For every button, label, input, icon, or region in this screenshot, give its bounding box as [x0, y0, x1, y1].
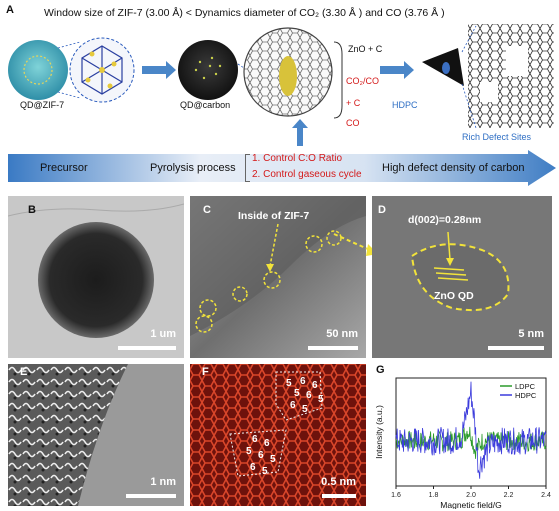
- ring-label: 6: [252, 434, 258, 445]
- panel-e-letter: E: [20, 366, 28, 378]
- ring-label: 6: [250, 462, 256, 473]
- ring-label: 6: [312, 380, 318, 391]
- control-ratio-label: 1. Control C:O Ratio: [252, 153, 343, 164]
- panel-e-scale: 1 nm: [150, 476, 176, 488]
- panel-a-letter: A: [6, 4, 14, 16]
- ring-label: 5: [270, 454, 276, 465]
- qd-carbon-sphere: [178, 40, 238, 100]
- ring-label: 5: [294, 388, 300, 399]
- process-band: [8, 150, 556, 186]
- high-defect-label: High defect density of carbon: [382, 162, 525, 174]
- rich-defect-label: Rich Defect Sites: [462, 132, 532, 142]
- panel-g-letter: G: [376, 364, 385, 376]
- zno-c-label: ZnO + C: [348, 44, 383, 54]
- panel-b-tem: 1 um: [8, 196, 184, 358]
- arrow-1: [142, 61, 176, 79]
- plus-c-label: + C: [346, 98, 361, 108]
- ring-label: 5: [286, 378, 292, 389]
- panel-d-scale: 5 nm: [518, 328, 544, 340]
- series-line-ldpc: [395, 426, 547, 459]
- epr-chart: 1.6 1.8 2.0 2.2 2.4 Magnetic field/G Intensity…: [374, 377, 551, 509]
- panel-f-scale: 0.5 nm: [321, 476, 356, 488]
- ring-label: 6: [290, 400, 296, 411]
- ring-label: 5: [318, 394, 324, 405]
- qd-carbon-label: QD@carbon: [180, 100, 231, 110]
- series-line-hdpc: [395, 381, 547, 479]
- panel-a-schematic: [8, 24, 554, 146]
- control-cycle-label: 2. Control gaseous cycle: [252, 169, 362, 180]
- hdpc-label: HDPC: [392, 100, 418, 110]
- panel-d-tem: d(002)=0.28nm ZnO QD 5 nm: [372, 196, 552, 358]
- y-axis-label: Intensity (a.u.): [374, 405, 384, 459]
- x-tick-label: 2.4: [541, 492, 551, 499]
- x-tick-label: 2.0: [466, 492, 476, 499]
- x-tick-label: 1.8: [429, 492, 439, 499]
- ring-label: 6: [300, 376, 306, 387]
- x-axis-label: Magnetic field/G: [440, 500, 501, 509]
- ring-label: 6: [306, 390, 312, 401]
- zif7-sphere: [8, 40, 68, 100]
- panel-f-letter: F: [202, 366, 209, 378]
- ring-label: 6: [258, 450, 264, 461]
- panel-a-heading: Window size of ZIF-7 (3.00 Å) < Dynamics…: [44, 7, 445, 19]
- precursor-label: Precursor: [40, 162, 88, 174]
- panel-e-hrtem: 1 nm: [8, 364, 184, 506]
- panel-d-qd-label: ZnO QD: [434, 290, 474, 302]
- panel-d-dspacing: d(002)=0.28nm: [408, 214, 482, 226]
- ring-label: 5: [262, 466, 268, 477]
- qd-zif7-label: QD@ZIF-7: [20, 100, 65, 110]
- co2-co-label: CO₂/CO: [346, 76, 379, 86]
- panel-c-letter: C: [203, 204, 211, 216]
- ring-label: 5: [302, 404, 308, 415]
- panel-b-letter: B: [28, 204, 36, 216]
- ring-label: 5: [246, 446, 252, 457]
- panel-c-annotation: Inside of ZIF-7: [238, 210, 310, 222]
- co-label: CO: [346, 118, 360, 128]
- panel-d-letter: D: [378, 204, 386, 216]
- x-tick-label: 2.2: [504, 492, 514, 499]
- ring-label: 6: [264, 438, 270, 449]
- legend-entry: LDPC: [515, 382, 536, 391]
- pyrolysis-label: Pyrolysis process: [150, 162, 236, 174]
- x-tick-label: 1.6: [391, 492, 401, 499]
- panel-c-tem: Inside of ZIF-7 50 nm: [190, 196, 366, 358]
- legend-entry: HDPC: [515, 391, 537, 400]
- arrow-2: [380, 61, 414, 79]
- panel-b-scale: 1 um: [150, 328, 176, 340]
- panel-c-scale: 50 nm: [326, 328, 358, 340]
